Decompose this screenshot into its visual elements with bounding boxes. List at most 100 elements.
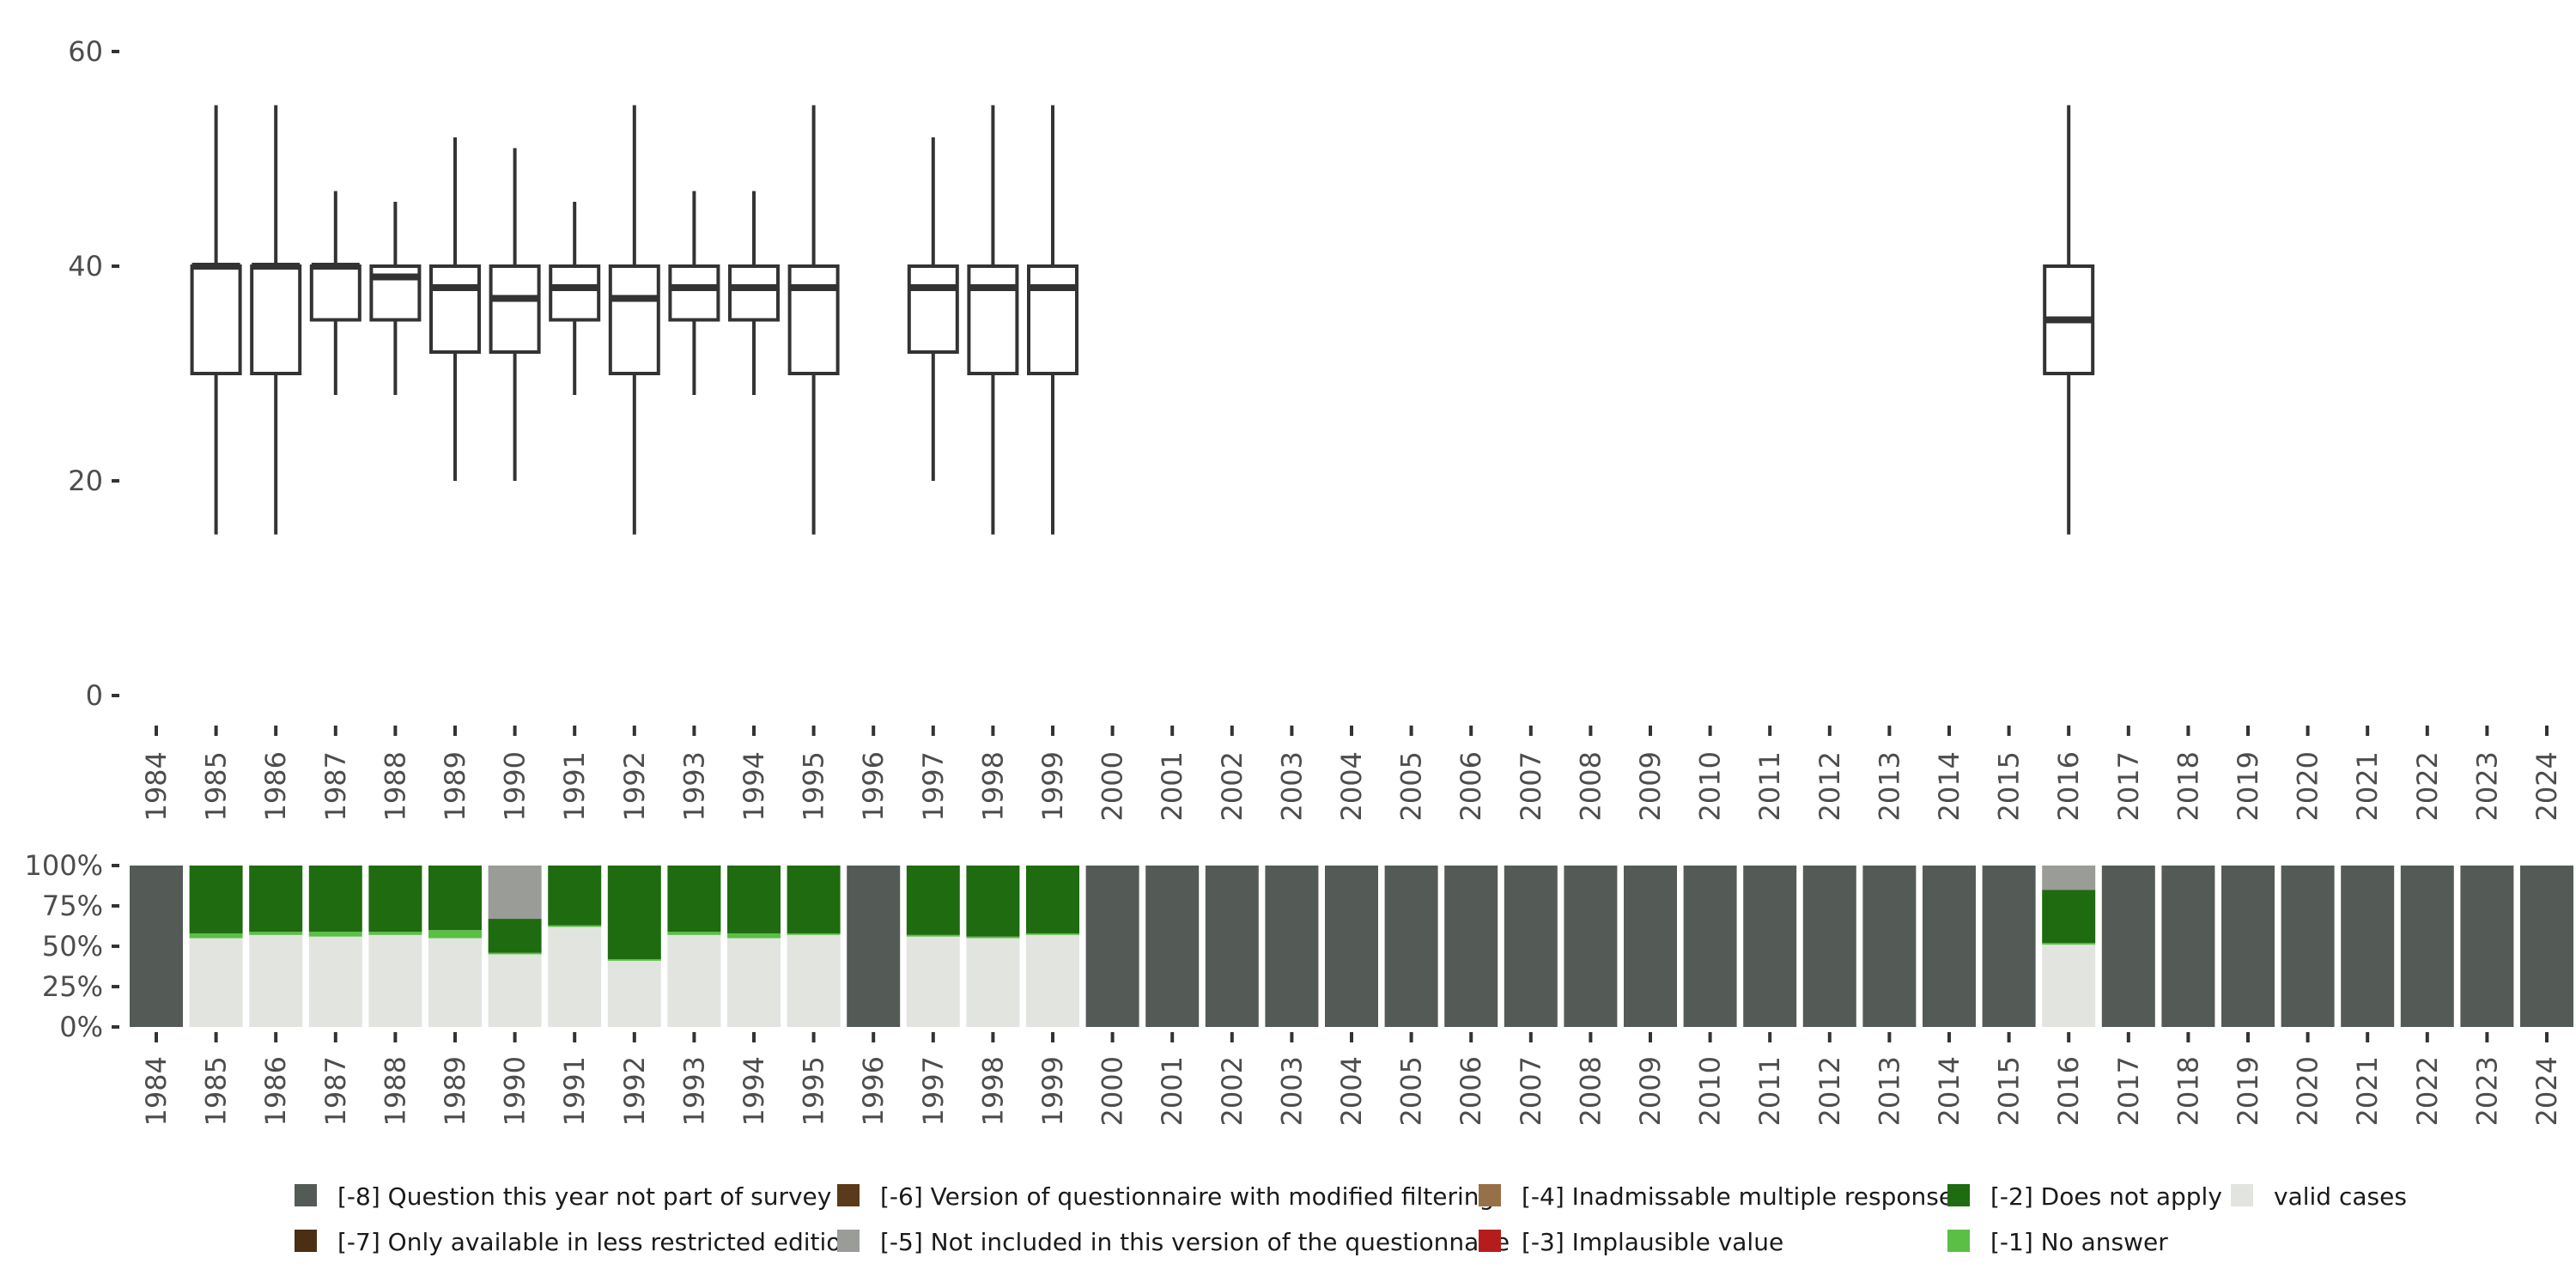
x-tick-label: 1993 [677,1056,710,1126]
box-body [250,264,302,375]
legend-item: [-6] Version of questionnaire with modif… [837,1182,1494,1211]
legend-swatch [1947,1230,1970,1252]
bar-2021 [2341,866,2395,1027]
bar-segment [368,934,422,1027]
x-tick-label: 1995 [798,1056,830,1126]
x-tick-label: 2004 [1335,751,1368,821]
x-tick-label: 1998 [976,1056,1009,1126]
x-tick-label: 1989 [439,1056,471,1126]
x-tick-label: 2006 [1455,1056,1487,1126]
bar-2019 [2221,866,2275,1027]
x-tick-label: 2003 [1275,1056,1308,1126]
bar-segment [1205,866,1259,1027]
legend-swatch [1479,1230,1501,1252]
x-tick-label: 1999 [1036,1056,1069,1126]
bar-segment [2460,866,2514,1027]
x-tick-label: 1997 [917,1056,950,1126]
bar-segment [368,866,422,933]
legend-label: [-6] Version of questionnaire with modif… [880,1182,1494,1211]
bar-segment [1444,866,1498,1027]
bar-segment [906,934,960,937]
bar-segment [2042,945,2096,1027]
legend: [-8] Question this year not part of surv… [295,1182,2407,1256]
bar-1984 [130,866,183,1027]
bar-segment [607,960,661,1027]
bar-segment [906,866,960,935]
bar-2007 [1504,866,1558,1027]
x-tick-label: 2024 [2530,1056,2563,1126]
bar-2000 [1085,866,1139,1027]
bar-segment [787,933,841,935]
x-tick-label: 2016 [2052,1056,2085,1126]
legend-item: [-3] Implausible value [1479,1228,1783,1256]
bar-segment [1384,866,1438,1027]
bar-2020 [2281,866,2335,1027]
box-plot-panel: 0 20 40 60 1984 1985 1986 1987 1988 1989 1990 1991 1… [68,35,2563,821]
bar-segment [1026,934,1079,1027]
legend-label: [-7] Only available in less restricted e… [337,1228,856,1256]
x-tick-label: 2010 [1694,751,1727,821]
bar-segment [2281,866,2335,1027]
x-tick-label: 2009 [1634,1056,1667,1126]
bar-segment [966,936,1020,939]
bar-1990 [488,866,542,1027]
bar-segment [1862,866,1917,1027]
box-1986 [250,105,302,535]
box-2016 [2043,105,2095,535]
bar-segment [667,932,721,935]
box-body [907,264,959,354]
bar-2024 [2520,866,2573,1027]
legend-item: [-5] Not included in this version of the… [837,1228,1510,1256]
x-tick-label: 2001 [1156,1056,1188,1126]
x-tick-label: 2019 [2232,1056,2264,1126]
legend-item: [-7] Only available in less restricted e… [295,1228,856,1256]
legend-swatch [837,1230,860,1252]
x-tick-label: 1999 [1036,751,1069,821]
bar-segment [488,954,542,1027]
bar-1992 [607,866,661,1027]
bar-segment [607,959,661,961]
box-1995 [787,105,840,535]
x-tick-label: 2003 [1275,751,1308,821]
bar-2018 [2161,866,2215,1027]
x-tick-label: 2013 [1873,751,1905,821]
box-1992 [608,105,660,535]
bar-segment [1923,866,1976,1027]
bar-segment [488,919,542,953]
box-1985 [190,105,242,535]
bar-1999 [1026,866,1079,1027]
box-body [728,264,780,322]
bar-segment [727,866,781,933]
x-tick-label: 1996 [857,1056,890,1126]
legend-item: valid cases [2231,1182,2407,1211]
bar-segment [308,932,362,937]
legend-swatch [1947,1184,1970,1206]
bar-segment [1026,866,1079,933]
bar-segment [1982,866,2036,1027]
bar-segment [966,866,1020,937]
bar-segment [1802,866,1856,1027]
x-tick-label: 2002 [1216,1056,1249,1126]
x-tick-label: 2007 [1515,1056,1547,1126]
bar-segment [1504,866,1558,1027]
bar-segment [249,866,303,933]
legend-item: [-4] Inadmissable multiple response [1479,1182,1953,1211]
bar-1986 [249,866,303,1027]
bar-segment [847,866,901,1027]
y-tick-label: 20 [68,465,103,497]
bar-2004 [1325,866,1378,1027]
bar-segment [368,932,422,935]
box-body [1027,264,1078,375]
y-tick-label: 100% [25,849,103,882]
bar-segment [2042,890,2096,944]
bar-segment [428,866,482,931]
bar-segment [1085,866,1139,1027]
bar-segment [2520,866,2573,1027]
x-tick-label: 1986 [259,1056,292,1126]
x-tick-label: 1990 [499,1056,532,1126]
box-1989 [429,137,481,481]
bar-2017 [2101,866,2155,1027]
bar-2008 [1564,866,1618,1027]
x-tick-label: 1991 [558,751,591,821]
y-tick-label: 0 [86,679,103,712]
